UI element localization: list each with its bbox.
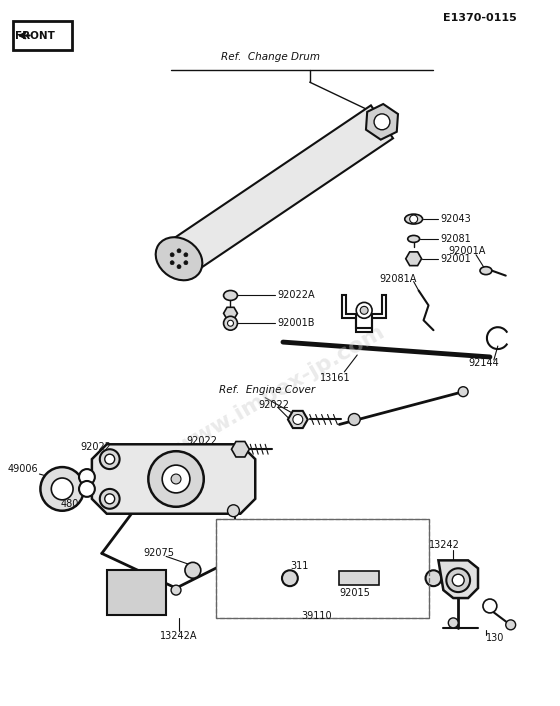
Text: 13242: 13242 <box>428 541 459 551</box>
Text: 39110: 39110 <box>302 611 333 621</box>
Text: 92015: 92015 <box>339 588 370 598</box>
Circle shape <box>184 253 188 257</box>
Circle shape <box>148 451 204 507</box>
Circle shape <box>227 321 234 326</box>
Circle shape <box>79 481 95 497</box>
Text: E1370-0115: E1370-0115 <box>444 13 517 23</box>
Polygon shape <box>438 561 478 598</box>
Bar <box>339 571 379 585</box>
Circle shape <box>223 316 237 330</box>
Circle shape <box>452 574 464 586</box>
Text: 92081: 92081 <box>440 234 471 244</box>
Polygon shape <box>92 444 255 514</box>
Text: 92022: 92022 <box>80 442 111 453</box>
Circle shape <box>410 215 418 223</box>
Polygon shape <box>223 307 237 319</box>
Text: Ref.  Change Drum: Ref. Change Drum <box>221 52 320 62</box>
Polygon shape <box>342 295 386 332</box>
Circle shape <box>360 306 368 314</box>
Polygon shape <box>366 104 398 140</box>
Ellipse shape <box>405 214 423 224</box>
Circle shape <box>100 489 120 509</box>
Polygon shape <box>216 519 428 618</box>
Circle shape <box>458 387 468 397</box>
Circle shape <box>170 261 174 265</box>
Text: 92075: 92075 <box>143 549 174 558</box>
Text: 92001B: 92001B <box>277 318 315 328</box>
Polygon shape <box>231 441 249 457</box>
Circle shape <box>40 467 84 510</box>
Circle shape <box>100 449 120 469</box>
Text: 13161: 13161 <box>320 373 350 383</box>
Circle shape <box>185 563 201 578</box>
Circle shape <box>105 454 115 464</box>
Ellipse shape <box>223 290 237 301</box>
Text: Ref.  Engine Cover: Ref. Engine Cover <box>218 385 315 395</box>
Circle shape <box>79 469 95 485</box>
Text: www.impex-jp.com: www.impex-jp.com <box>172 321 388 457</box>
Text: FRONT: FRONT <box>15 30 54 40</box>
Circle shape <box>162 465 190 493</box>
Ellipse shape <box>480 267 492 275</box>
Circle shape <box>227 505 240 517</box>
Text: 92043: 92043 <box>440 214 471 224</box>
Polygon shape <box>406 252 422 265</box>
Polygon shape <box>288 411 308 428</box>
Text: 92022: 92022 <box>186 436 217 446</box>
Text: 480: 480 <box>60 499 78 509</box>
Polygon shape <box>13 20 72 50</box>
Circle shape <box>105 494 115 504</box>
Text: 92022: 92022 <box>258 400 289 409</box>
Ellipse shape <box>408 235 419 242</box>
Circle shape <box>356 302 372 318</box>
Circle shape <box>282 570 298 586</box>
Circle shape <box>170 253 174 257</box>
Text: 92022A: 92022A <box>277 290 315 301</box>
Circle shape <box>171 585 181 595</box>
Circle shape <box>52 478 73 500</box>
Text: 49006: 49006 <box>8 464 38 474</box>
Circle shape <box>177 249 181 253</box>
Circle shape <box>348 414 360 426</box>
Bar <box>216 519 428 618</box>
Text: 130: 130 <box>486 633 505 642</box>
Text: 13242A: 13242A <box>160 630 198 641</box>
Circle shape <box>177 265 181 269</box>
Circle shape <box>446 568 470 592</box>
Text: 92144: 92144 <box>468 358 499 368</box>
Circle shape <box>483 599 497 613</box>
Polygon shape <box>168 105 393 275</box>
Text: 92081A: 92081A <box>379 274 417 284</box>
Ellipse shape <box>156 237 202 280</box>
Circle shape <box>171 474 181 484</box>
Text: 92001A: 92001A <box>449 246 486 256</box>
Circle shape <box>449 618 458 628</box>
Text: 92001: 92001 <box>440 253 471 264</box>
Bar <box>107 570 166 615</box>
Circle shape <box>374 114 390 130</box>
Circle shape <box>184 261 188 265</box>
Text: 311: 311 <box>290 561 308 571</box>
Circle shape <box>293 414 303 424</box>
Circle shape <box>506 620 516 630</box>
Circle shape <box>426 570 441 586</box>
